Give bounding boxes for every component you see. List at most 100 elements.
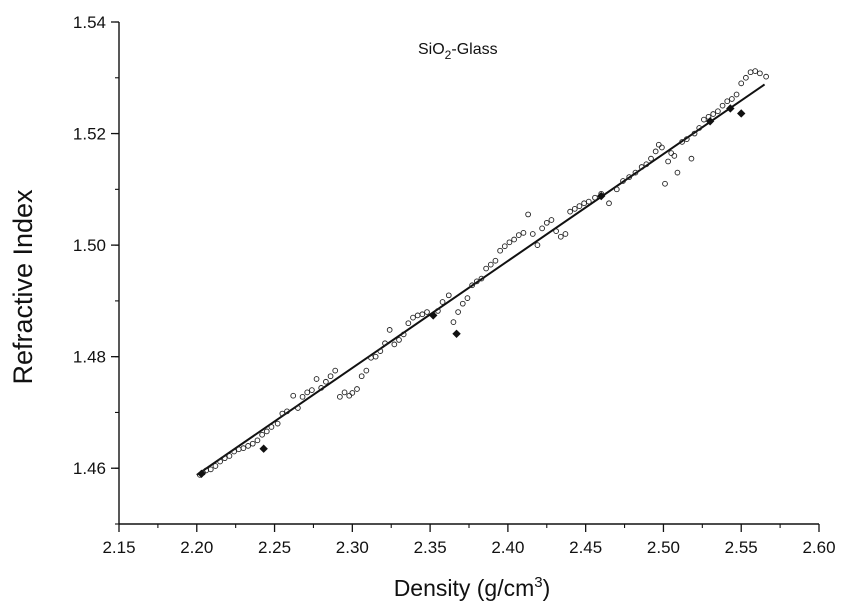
open-circle-point — [226, 453, 233, 459]
open-circle-point — [207, 466, 214, 473]
y-tick-label: 1.46 — [73, 459, 106, 478]
open-circle-point — [337, 393, 343, 400]
x-tick-label: 2.55 — [725, 538, 758, 557]
open-circle-point — [309, 387, 315, 393]
open-circle-point — [738, 80, 745, 87]
open-circle-point — [439, 299, 446, 305]
open-circle-point — [386, 327, 393, 333]
open-circle-point — [450, 319, 457, 325]
open-circle-point — [299, 393, 306, 400]
open-circle-point — [304, 389, 311, 396]
filled-diamond-point — [452, 329, 461, 338]
open-circle-point — [632, 169, 639, 176]
open-circle-point — [506, 239, 513, 246]
open-circle-point — [548, 217, 555, 223]
annotation-subscript: 2 — [445, 48, 452, 62]
open-circle-point — [235, 446, 242, 453]
open-circle-point — [671, 153, 678, 159]
open-circle-point — [445, 292, 452, 299]
open-circle-point — [606, 200, 612, 207]
open-circle-point — [674, 169, 681, 176]
open-circle-point — [497, 247, 503, 254]
x-axis-label: Density (g/cm3) — [394, 574, 551, 601]
open-circle-point — [391, 341, 398, 348]
open-circle-point — [581, 200, 587, 207]
open-circle-point — [405, 320, 412, 327]
open-circle-point — [346, 392, 353, 399]
x-tick-label: 2.25 — [258, 538, 291, 557]
open-circle-point — [747, 69, 754, 76]
open-circle-point — [274, 420, 281, 427]
open-circle-point — [349, 390, 356, 396]
y-tick-label: 1.54 — [73, 13, 106, 32]
open-circle-point — [221, 455, 228, 462]
open-circle-point — [279, 410, 286, 417]
axes — [118, 22, 819, 525]
y-axis-label: Refractive Index — [8, 189, 38, 385]
open-circle-point — [733, 91, 740, 98]
y-tick-label: 1.50 — [73, 236, 106, 255]
open-circle-point — [553, 228, 559, 235]
open-circle-point — [683, 136, 690, 142]
open-circle-point — [492, 257, 499, 264]
open-circle-point — [435, 308, 441, 314]
open-circle-point — [464, 295, 471, 301]
open-circle-point — [318, 385, 325, 391]
open-circle-point — [529, 231, 536, 237]
open-circle-point — [715, 108, 721, 115]
open-circle-point — [525, 211, 531, 218]
x-tick-label: 2.30 — [336, 538, 369, 557]
open-circle-point — [652, 148, 659, 155]
x-tick-label: 2.40 — [491, 538, 524, 557]
open-circle-point — [217, 458, 223, 465]
open-circle-point — [626, 174, 633, 180]
open-circle-point — [332, 367, 339, 374]
open-circle-point — [763, 73, 769, 80]
x-tick-label: 2.45 — [569, 538, 602, 557]
open-circle-point — [478, 275, 485, 282]
open-circle-point — [483, 265, 489, 272]
filled-diamond-point — [429, 311, 438, 320]
open-circle-point — [212, 463, 219, 469]
open-circle-point — [487, 261, 494, 268]
open-circle-point — [501, 243, 508, 250]
open-circle-point — [539, 225, 545, 232]
open-circle-point — [263, 428, 270, 435]
open-circle-point — [459, 300, 466, 307]
filled-diamond-point — [259, 444, 268, 453]
x-axis-label-superscript: 3 — [534, 574, 542, 591]
open-circle-point — [290, 392, 297, 399]
open-circle-point — [249, 440, 256, 447]
open-circle-point — [354, 386, 360, 392]
open-circle-point — [515, 232, 522, 238]
open-circle-point — [400, 331, 407, 338]
x-axis-label-main: Density (g/cm — [394, 575, 535, 601]
open-circle-point — [752, 68, 759, 74]
y-tick-label: 1.52 — [73, 125, 106, 144]
open-circle-point — [358, 373, 365, 380]
open-circle-point — [662, 180, 668, 187]
open-circle-point — [620, 178, 626, 184]
open-circle-point — [284, 408, 290, 415]
open-circle-point — [341, 389, 348, 396]
annotation-suffix: -Glass — [451, 41, 497, 58]
open-circle-point — [567, 208, 573, 215]
open-circle-point — [729, 96, 735, 102]
open-circle-point — [396, 337, 402, 343]
open-circle-point — [688, 155, 695, 162]
x-tick-label: 2.50 — [647, 538, 680, 557]
open-circle-point — [643, 161, 650, 168]
open-circle-point — [543, 219, 550, 226]
fit-line-group — [196, 83, 766, 476]
open-circle-point — [613, 186, 620, 193]
x-tick-label: 2.15 — [102, 538, 135, 557]
open-circle-point — [511, 236, 517, 243]
open-circle-point — [571, 206, 578, 212]
chart-annotation: SiO2-Glass — [418, 41, 498, 62]
open-circle-point — [592, 194, 598, 201]
open-circle-point — [638, 164, 645, 170]
open-circle-point — [534, 242, 541, 248]
open-circle-point — [372, 353, 379, 360]
x-axis-label-suffix: ) — [543, 575, 551, 601]
filled-diamond-point — [705, 117, 715, 126]
